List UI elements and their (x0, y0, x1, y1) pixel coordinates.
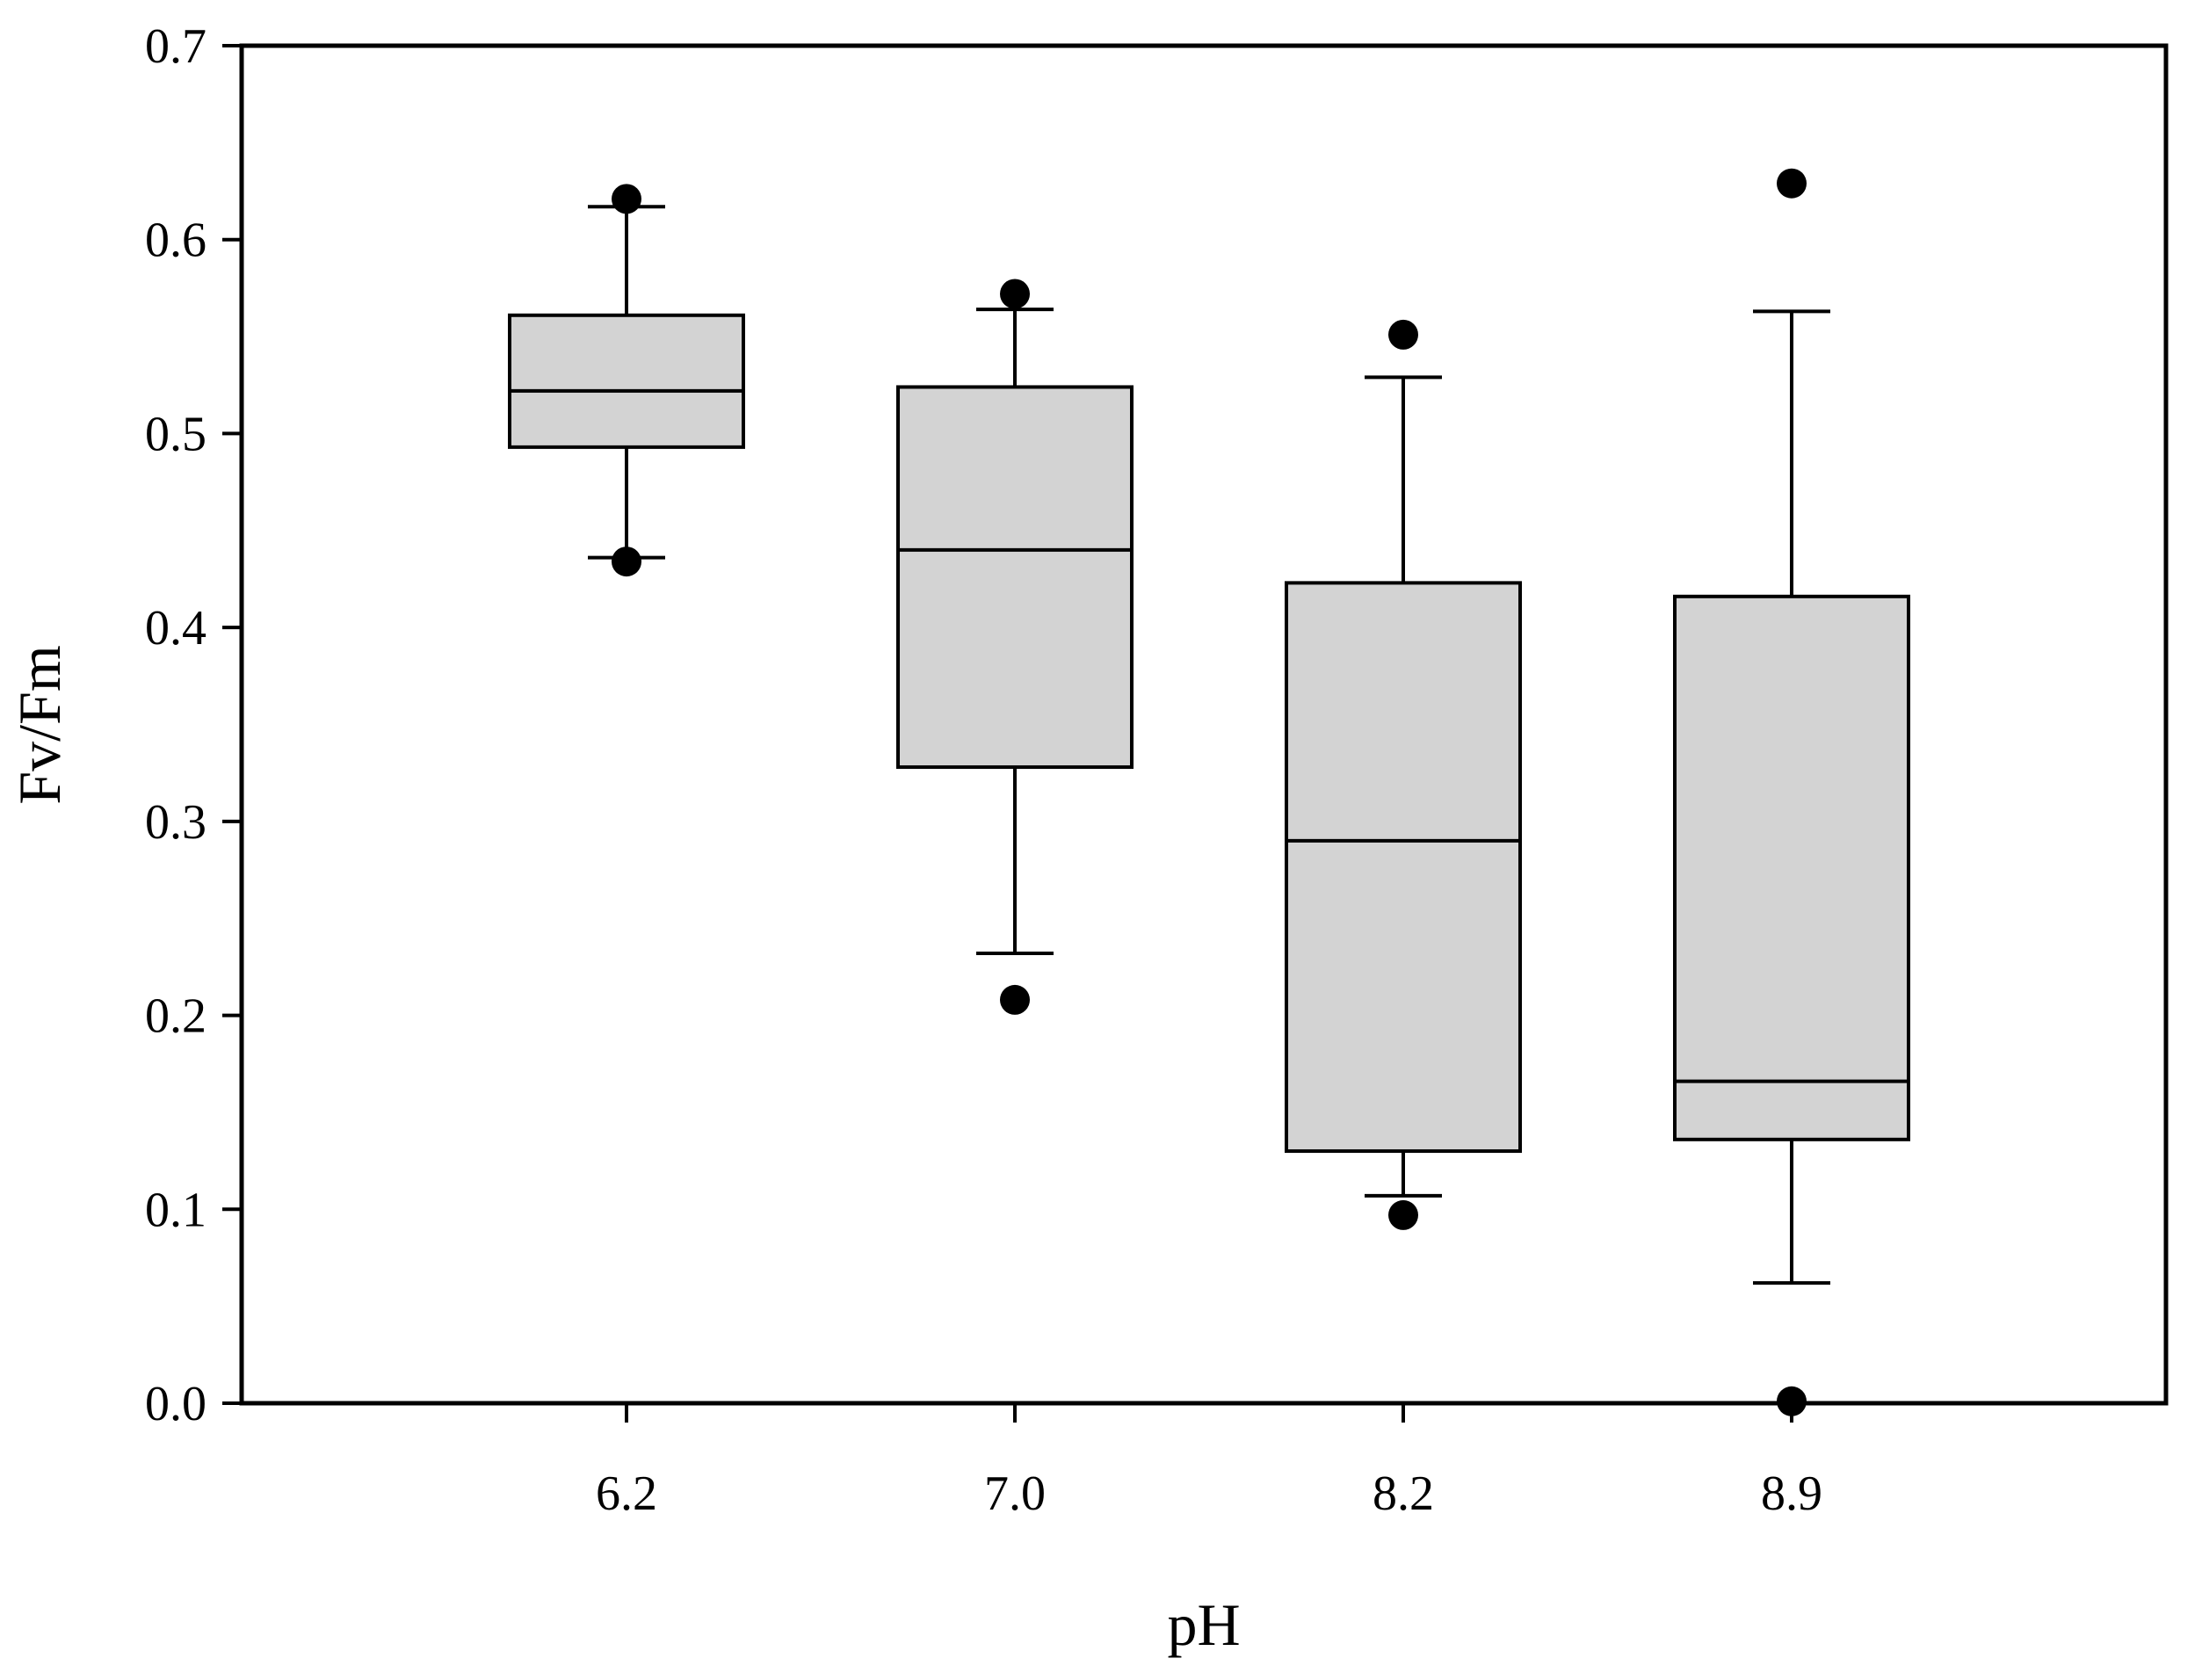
x-tick-label: 8.9 (1761, 1466, 1822, 1521)
y-tick-label: 0.1 (145, 1183, 206, 1237)
outlier-point (1000, 279, 1030, 309)
outlier-point (612, 547, 641, 577)
y-tick-label: 0.6 (145, 214, 206, 268)
box-group-8.2 (1285, 319, 1522, 1230)
y-tick-label: 0.5 (145, 407, 206, 461)
box (1673, 594, 1910, 1141)
outlier-point (1000, 984, 1030, 1015)
box-group-6.2 (508, 184, 745, 577)
box (1285, 581, 1522, 1154)
x-axis-title: pH (1167, 1591, 1240, 1658)
x-tick-label: 7.0 (984, 1466, 1046, 1521)
box (896, 385, 1134, 770)
outlier-point (612, 184, 641, 214)
outlier-point (1388, 1199, 1418, 1230)
y-tick-label: 0.2 (145, 989, 206, 1044)
x-tick-label: 6.2 (596, 1466, 657, 1521)
box (508, 313, 745, 449)
y-tick-label: 0.7 (145, 19, 206, 74)
boxes-layer (508, 168, 1910, 1416)
x-axis: 6.2 7.0 8.2 8.9 (596, 1403, 1822, 1521)
x-tick-label: 8.2 (1373, 1466, 1434, 1521)
y-tick-label: 0.4 (145, 601, 206, 655)
y-axis: 0.0 0.1 0.2 0.3 0.4 0.5 0.6 0.7 (145, 19, 242, 1431)
box-group-7.0 (896, 279, 1134, 1015)
y-axis-title: Fv/Fm (6, 645, 73, 804)
box-group-8.9 (1673, 168, 1910, 1416)
outlier-point (1388, 319, 1418, 350)
y-tick-label: 0.0 (145, 1377, 206, 1431)
plot-frame (239, 43, 2169, 1406)
outlier-point (1777, 168, 1807, 199)
y-tick-label: 0.3 (145, 795, 206, 850)
